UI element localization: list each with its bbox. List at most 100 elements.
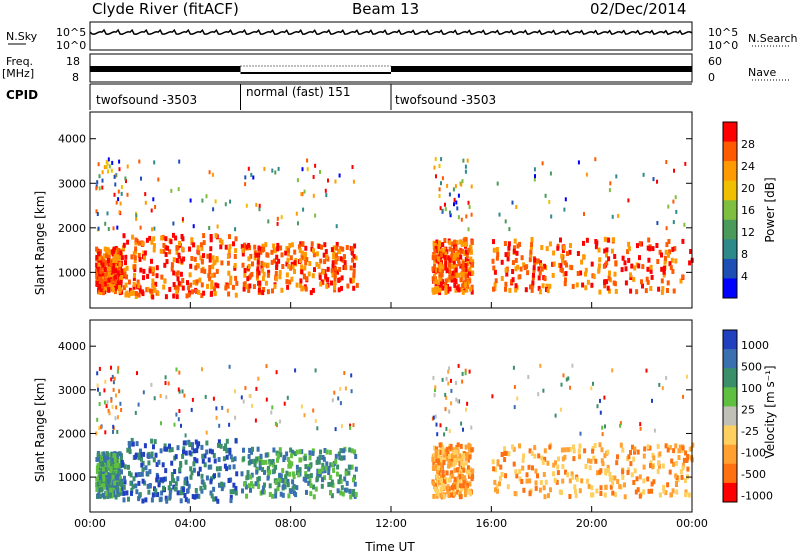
echo-cell — [662, 488, 666, 494]
echo-cell — [511, 260, 515, 266]
echo-cell — [301, 241, 305, 247]
echo-cell — [113, 463, 117, 469]
echo-cell — [138, 492, 142, 498]
echo-cell — [680, 474, 684, 480]
echo-cell — [349, 265, 353, 271]
echo-cell — [548, 199, 551, 204]
echo-cell — [159, 448, 163, 454]
echo-cell — [456, 456, 460, 462]
echo-cell — [264, 452, 268, 458]
echo-cell — [165, 395, 168, 400]
echo-cell — [645, 276, 649, 282]
echo-cell — [568, 446, 572, 452]
echo-cell — [114, 268, 118, 274]
echo-cell — [452, 450, 456, 455]
echo-cell — [457, 477, 461, 482]
echo-cell — [211, 264, 215, 270]
echo-cell — [133, 258, 137, 264]
echo-cell — [259, 249, 263, 255]
echo-cell — [439, 252, 443, 258]
echo-cell — [184, 450, 188, 456]
echo-cell — [95, 486, 99, 492]
echo-cell — [182, 446, 186, 452]
echo-cell — [265, 364, 268, 369]
echo-cell — [448, 269, 452, 275]
echo-cell — [453, 467, 457, 473]
echo-cell — [127, 279, 131, 285]
echo-cell — [326, 266, 330, 272]
echo-cell — [353, 449, 357, 455]
echo-cell — [503, 241, 507, 246]
echo-cell — [190, 256, 194, 261]
echo-cell — [209, 234, 213, 239]
echo-cell — [586, 279, 590, 285]
echo-cell — [127, 464, 130, 470]
echo-cell — [512, 245, 516, 251]
echo-cell — [164, 381, 167, 385]
echo-cell — [691, 442, 695, 448]
echo-cell — [541, 459, 545, 465]
echo-cell — [225, 454, 229, 460]
echo-cell — [210, 284, 214, 290]
echo-cell — [598, 257, 602, 263]
echo-cell — [103, 281, 107, 287]
echo-cell — [348, 447, 352, 453]
echo-cell — [441, 208, 444, 213]
echo-cell — [462, 267, 466, 273]
echo-cell — [134, 249, 137, 255]
echo-cell — [178, 370, 181, 375]
echo-cell — [338, 267, 342, 272]
echo-cell — [603, 492, 607, 498]
echo-cell — [285, 470, 289, 476]
echo-cell — [299, 241, 303, 247]
echo-cell — [437, 455, 440, 461]
echo-cell — [176, 276, 180, 282]
echo-cell — [105, 481, 109, 487]
echo-cell — [178, 240, 181, 246]
echo-cell — [231, 489, 235, 495]
echo-cell — [441, 377, 444, 382]
echo-cell — [248, 394, 251, 399]
echo-cell — [279, 491, 283, 497]
echo-cell — [438, 272, 442, 278]
echo-cell — [471, 270, 475, 276]
echo-cell — [105, 160, 108, 164]
echo-cell — [178, 409, 181, 413]
echo-cell — [436, 491, 440, 497]
echo-cell — [341, 246, 345, 252]
echo-cell — [241, 488, 244, 494]
echo-cell — [337, 451, 341, 457]
echo-cell — [101, 262, 105, 268]
echo-cell — [354, 492, 358, 497]
echo-cell — [262, 262, 266, 268]
echo-cell — [352, 272, 356, 277]
freq-tick-low: 8 — [72, 71, 79, 84]
echo-cell — [332, 467, 336, 473]
echo-cell — [128, 449, 132, 455]
echo-cell — [130, 487, 134, 493]
echo-cell — [130, 290, 134, 295]
echo-cell — [165, 259, 169, 265]
echo-cell — [102, 290, 106, 296]
colorbar-tick-label: 100 — [741, 382, 762, 395]
echo-cell — [540, 266, 544, 272]
echo-cell — [312, 193, 315, 198]
echo-cell — [109, 468, 113, 473]
echo-cell — [650, 481, 654, 487]
echo-cell — [521, 465, 525, 471]
echo-cell — [577, 160, 580, 165]
echo-cell — [450, 241, 454, 247]
echo-cell — [455, 397, 458, 402]
echo-cell — [537, 266, 541, 272]
echo-cell — [532, 272, 535, 278]
echo-cell — [173, 422, 176, 427]
echo-cell — [172, 282, 176, 287]
echo-cell — [551, 272, 555, 278]
echo-cell — [137, 455, 141, 461]
echo-cell — [626, 470, 630, 475]
cpid-segment-label: twofsound -3503 — [96, 93, 198, 107]
echo-cell — [598, 469, 602, 475]
echo-cell — [284, 250, 288, 256]
echo-cell — [624, 280, 628, 286]
echo-cell — [563, 207, 566, 212]
